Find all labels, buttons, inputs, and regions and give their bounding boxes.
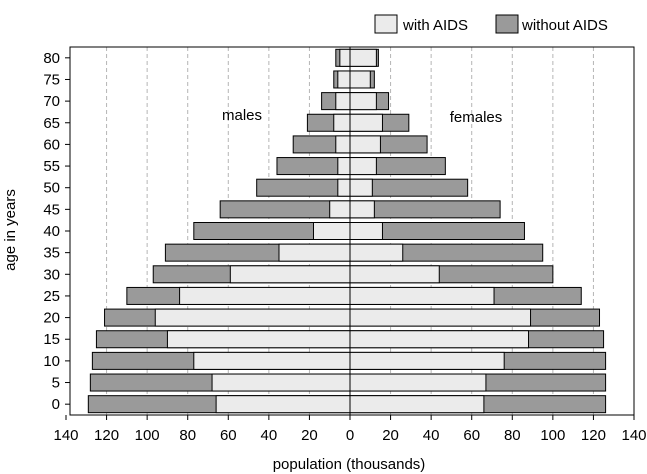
- legend-label-without-aids: without AIDS: [521, 17, 608, 34]
- bar-male-without-aids: [256, 178, 351, 197]
- x-tick-label: 120: [581, 427, 606, 444]
- y-tick-label: 15: [43, 331, 60, 348]
- bar-female-with-aids: [349, 135, 381, 154]
- legend-label-with-aids: with AIDS: [402, 17, 468, 34]
- bar-male-with-aids: [193, 351, 351, 370]
- bar-male-with-aids: [335, 92, 351, 111]
- bar-male-with-aids: [154, 308, 351, 327]
- bar-female-with-aids: [349, 48, 377, 67]
- bar-female-with-aids: [349, 200, 375, 219]
- males-annotation: males: [222, 107, 262, 124]
- bar-female-with-aids: [349, 308, 532, 327]
- y-axis-title: age in years: [2, 189, 19, 271]
- bar-male-with-aids: [312, 222, 351, 240]
- bar-male-with-aids: [333, 113, 351, 132]
- y-tick-label: 50: [43, 180, 60, 197]
- bar-male-with-aids: [215, 395, 351, 414]
- x-tick-label: 100: [540, 427, 565, 444]
- bar-male-with-aids: [166, 330, 351, 349]
- x-tick-label: 80: [179, 427, 196, 444]
- bar-female-with-aids: [349, 92, 377, 111]
- bar-female-with-aids: [349, 330, 530, 349]
- y-tick-label: 70: [43, 93, 60, 110]
- y-tick-label: 35: [43, 245, 60, 262]
- x-tick-label: 140: [53, 427, 78, 444]
- x-tick-label: 120: [94, 427, 119, 444]
- x-tick-label: 20: [301, 427, 318, 444]
- bar-female-with-aids: [349, 373, 487, 392]
- x-tick-label: 40: [423, 427, 440, 444]
- bar-male-with-aids: [229, 265, 351, 284]
- legend-swatch-with-aids: [374, 14, 398, 34]
- legend: with AIDS without AIDS: [374, 14, 608, 34]
- bar-female-with-aids: [349, 286, 495, 305]
- females-annotation: females: [450, 109, 503, 126]
- y-tick-label: 10: [43, 353, 60, 370]
- y-tick-label: 20: [43, 310, 60, 327]
- axes: 140 120 100 80 60 40 20 0 20 40 60 80 100 120 140 0 5 10 1…: [43, 46, 647, 444]
- bar-male-with-aids: [337, 178, 351, 197]
- y-tick-label: 55: [43, 158, 60, 175]
- bar-female-with-aids: [349, 113, 383, 132]
- bar-female-with-aids: [349, 395, 485, 414]
- y-tick-label: 75: [43, 71, 60, 88]
- x-tick-label: 100: [135, 427, 160, 444]
- x-tick-label: 80: [504, 427, 521, 444]
- bar-male-with-aids: [339, 48, 351, 67]
- x-tick-label: 40: [261, 427, 278, 444]
- x-tick-label: 60: [220, 427, 237, 444]
- y-tick-label: 80: [43, 50, 60, 67]
- y-tick-label: 45: [43, 201, 60, 218]
- bar-male-with-aids: [278, 243, 351, 262]
- y-tick-label: 25: [43, 288, 60, 305]
- bar-female-with-aids: [349, 178, 373, 197]
- bar-female-with-aids: [349, 351, 505, 370]
- y-tick-label: 5: [52, 375, 60, 392]
- y-tick-label: 0: [52, 396, 60, 413]
- x-tick-label: 140: [621, 427, 646, 444]
- x-axis-title: population (thousands): [273, 456, 426, 473]
- bar-female-with-aids: [349, 222, 383, 240]
- legend-swatch-without-aids: [495, 14, 519, 34]
- bar-female-with-aids: [349, 265, 440, 284]
- x-tick-label: 20: [382, 427, 399, 444]
- y-tick-label: 60: [43, 136, 60, 153]
- bar-male-with-aids: [337, 70, 351, 89]
- bar-male-with-aids: [337, 157, 351, 176]
- bar-male-with-aids: [335, 135, 351, 154]
- bar-male-with-aids: [211, 373, 351, 392]
- bar-male-with-aids: [329, 200, 351, 219]
- bar-female-with-aids: [349, 157, 377, 176]
- bar-male-with-aids: [179, 286, 351, 305]
- x-tick-label: 60: [463, 427, 480, 444]
- bar-female-with-aids: [349, 243, 404, 262]
- bars: [87, 48, 607, 414]
- x-tick-label: 0: [346, 427, 354, 444]
- y-tick-label: 40: [43, 223, 60, 240]
- bar-female-with-aids: [349, 70, 371, 89]
- y-tick-label: 65: [43, 115, 60, 132]
- y-tick-label: 30: [43, 266, 60, 283]
